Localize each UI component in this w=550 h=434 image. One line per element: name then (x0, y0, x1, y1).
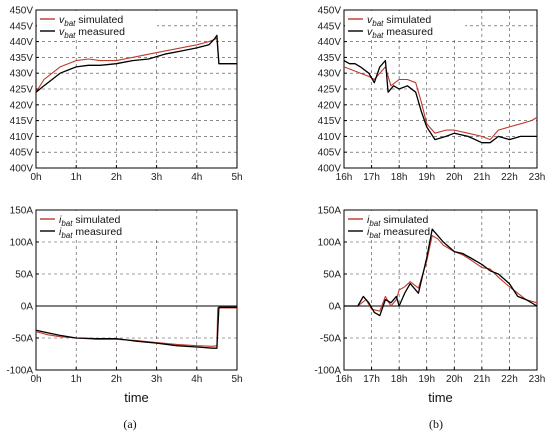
series-line-1 (35, 306, 237, 349)
series-line-1 (35, 34, 237, 93)
chart-b-bottom: 16h 17h 18h 19h 20h 21h 22h 23h -100A -50A 0A 50A 10… (314, 206, 545, 406)
chart-b-top: 16h 17h 18h 19h 20h 21h 22h 23h 400V 405V 410V 415V… (318, 6, 546, 184)
legend-box (37, 211, 157, 239)
y-tick-label: 450V (318, 6, 342, 17)
y-tick-label: 100A (10, 238, 34, 249)
x-tick-label: 5h (231, 374, 242, 385)
x-tick-label: 19h (418, 374, 435, 385)
y-tick-label: 415V (10, 116, 34, 127)
y-tick-label: 400V (10, 164, 34, 175)
y-tick-label: -100A (6, 366, 33, 377)
plot-frame (343, 209, 538, 371)
series-line-0 (35, 37, 237, 93)
x-tick-label: 23h (529, 172, 546, 183)
y-tick-label: 410V (318, 132, 342, 143)
series-line-0 (35, 307, 237, 347)
x-tick-label: 4h (191, 172, 202, 183)
series-line-0 (344, 235, 538, 312)
x-tick-label: 3h (151, 374, 162, 385)
y-tick-label: 420V (318, 100, 342, 111)
y-tick-label: -50A (12, 334, 33, 345)
y-tick-label: 420V (10, 100, 34, 111)
chart-a-top: 0h 1h 2h 3h 4h 5h 400V 405V 410V 415V 420V 425V 430V… (10, 6, 243, 184)
y-tick-label: 440V (318, 37, 342, 48)
y-tick-label: 405V (318, 148, 342, 159)
x-tick-label: 3h (151, 172, 162, 183)
x-tick-label: 0h (30, 374, 41, 385)
x-tick-label: 1h (71, 172, 82, 183)
chart-a-bottom: 0h 1h 2h 3h 4h 5h -100A -50A 0A 50A 100A 150A time ib… (6, 206, 242, 406)
x-tick-label: 22h (501, 172, 518, 183)
x-tick-label: 21h (474, 374, 491, 385)
x-tick-label: 23h (529, 374, 546, 385)
y-tick-label: 435V (318, 53, 342, 64)
y-tick-label: 425V (10, 85, 34, 96)
x-tick-label: 17h (363, 172, 380, 183)
x-tick-label: 20h (446, 172, 463, 183)
legend-box (345, 211, 465, 239)
y-tick-label: 150A (10, 206, 34, 217)
y-tick-label: 100A (318, 238, 342, 249)
y-tick-label: 440V (10, 37, 34, 48)
x-tick-label: 5h (231, 172, 242, 183)
y-tick-label: -100A (314, 366, 341, 377)
y-tick-label: 450V (10, 6, 34, 17)
y-tick-label: 445V (10, 21, 34, 32)
y-tick-label: 150A (318, 206, 342, 217)
legend-label-0: ibat simulated (59, 214, 120, 228)
x-tick-label: 22h (501, 374, 518, 385)
x-tick-label: 19h (418, 172, 435, 183)
x-tick-label: 17h (363, 374, 380, 385)
y-tick-label: 410V (10, 132, 34, 143)
x-axis-title: time (428, 390, 453, 405)
x-tick-label: 16h (336, 172, 353, 183)
y-tick-label: 0A (329, 302, 342, 313)
x-tick-label: 18h (391, 374, 408, 385)
legend-label-0: vbat simulated (59, 14, 123, 28)
x-tick-label: 4h (191, 374, 202, 385)
y-tick-label: 430V (10, 69, 34, 80)
y-tick-label: 50A (323, 270, 341, 281)
y-tick-label: 415V (318, 116, 342, 127)
y-tick-label: 405V (10, 148, 34, 159)
series-line-1 (344, 228, 538, 317)
y-tick-label: 425V (318, 85, 342, 96)
legend-label-1: vbat measured (367, 26, 433, 40)
panels: 0h 1h 2h 3h 4h 5h 400V 405V 410V 415V 420V 425V 430V… (6, 6, 545, 406)
x-tick-label: 20h (446, 374, 463, 385)
y-tick-label: 400V (318, 164, 342, 175)
y-tick-label: -50A (320, 334, 341, 345)
y-tick-label: 50A (15, 270, 33, 281)
x-tick-label: 21h (474, 172, 491, 183)
y-tick-label: 430V (318, 69, 342, 80)
x-tick-label: 0h (30, 172, 41, 183)
legend-label-1: ibat measured (367, 226, 430, 240)
series-line-0 (343, 66, 538, 141)
y-tick-label: 0A (21, 302, 34, 313)
x-tick-label: 18h (391, 172, 408, 183)
legend-label-1: vbat measured (59, 26, 125, 40)
x-tick-label: 2h (111, 172, 122, 183)
panel-label-b: (b) (429, 417, 443, 431)
x-tick-label: 16h (336, 374, 353, 385)
legend-box (37, 11, 157, 39)
legend-label-0: vbat simulated (367, 14, 431, 28)
y-tick-label: 445V (318, 21, 342, 32)
x-axis-title: time (124, 390, 149, 405)
panel-label-a: (a) (123, 417, 136, 431)
x-tick-label: 2h (111, 374, 122, 385)
y-tick-label: 435V (10, 53, 34, 64)
legend-label-0: ibat simulated (367, 214, 428, 228)
legend-label-1: ibat measured (59, 226, 122, 240)
plot-frame (35, 209, 238, 371)
legend-box (345, 11, 465, 39)
x-tick-label: 1h (71, 374, 82, 385)
series-line-1 (343, 59, 537, 144)
